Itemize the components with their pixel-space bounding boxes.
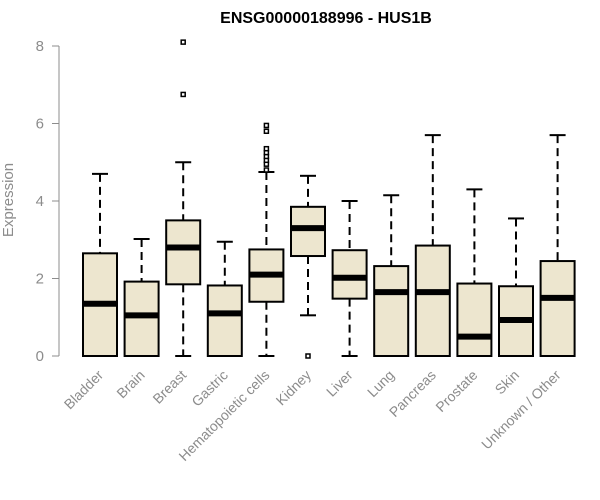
iqr-box [290, 205, 326, 258]
outlier-point [305, 353, 311, 359]
y-tick-label: 6 [36, 116, 44, 133]
box-bladder [82, 172, 118, 357]
x-tick-label: Brain [113, 367, 147, 401]
outlier-point [180, 39, 186, 45]
iqr-box [206, 284, 243, 358]
outlier-point [263, 122, 270, 129]
box-liver [331, 200, 368, 357]
outlier-point [180, 91, 186, 98]
y-tick-label: 2 [36, 271, 44, 288]
x-tick-label: Breast [149, 367, 189, 407]
iqr-box [123, 280, 160, 358]
box-lung [373, 194, 410, 358]
x-tick-label: Kidney [273, 367, 315, 409]
x-tick-label: Liver [323, 367, 356, 400]
x-tick-label: Bladder [61, 367, 107, 413]
iqr-box [331, 249, 368, 300]
box-breast [165, 39, 202, 357]
box-pancreas [414, 134, 451, 357]
iqr-box [456, 282, 493, 358]
y-tick-label: 8 [36, 38, 44, 55]
iqr-box [414, 244, 451, 357]
iqr-box [165, 219, 202, 286]
box-hematopoietic-cells [248, 122, 285, 357]
iqr-box [373, 265, 410, 358]
y-axis-label: Expression [0, 163, 17, 237]
boxes-layer [82, 39, 576, 359]
box-brain [123, 237, 160, 358]
outlier-point [263, 167, 270, 173]
chart-title: ENSG00000188996 - HUS1B [220, 10, 432, 27]
iqr-box [539, 260, 576, 357]
box-skin [498, 217, 534, 357]
x-tick-label: Unknown / Other [478, 367, 564, 453]
x-tick-label: Skin [492, 367, 523, 398]
y-axis: 0 2 4 6 8 [36, 38, 60, 365]
box-kidney [290, 174, 326, 359]
y-tick-label: 4 [36, 193, 44, 210]
y-tick-label: 0 [36, 348, 44, 365]
outlier-point [263, 128, 270, 134]
outlier-point [263, 145, 270, 152]
box-unknown-other [539, 134, 576, 357]
x-tick-label: Prostate [432, 367, 480, 415]
box-prostate [456, 188, 493, 358]
box-gastric [206, 240, 243, 358]
x-tick-label: Lung [364, 367, 397, 400]
